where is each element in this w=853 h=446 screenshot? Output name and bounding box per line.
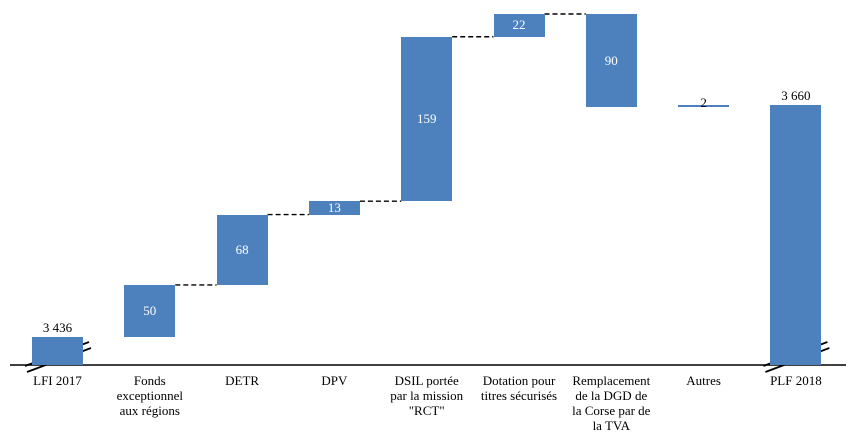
value-label-3: 13: [327, 199, 341, 215]
waterfall-bar-8: [770, 105, 822, 365]
value-label-4: 159: [416, 110, 437, 126]
category-label-2: DETR: [225, 373, 260, 388]
waterfall-bar-3: [308, 201, 360, 215]
category-label-3: DPV: [321, 373, 348, 388]
waterfall-bar-0: [32, 336, 83, 365]
category-label-6: Remplacement de la DGD de la Corse par d…: [572, 373, 651, 433]
waterfall-bar-2: [216, 214, 268, 285]
category-label-0: LFI 2017: [33, 373, 82, 388]
value-label-5: 22: [512, 17, 526, 33]
waterfall-bar-7: [678, 105, 730, 108]
category-label-4: DSIL portée par la mission "RCT": [390, 373, 464, 418]
value-label-8: 3 660: [781, 88, 811, 103]
waterfall-bar-5: [493, 14, 545, 37]
value-label-7: 2: [700, 95, 707, 110]
waterfall-bar-6: [585, 14, 637, 108]
category-label-5: Dotation pour titres sécurisés: [480, 373, 558, 403]
value-label-0: 3 436: [42, 319, 73, 335]
value-label-6: 90: [604, 52, 618, 68]
value-label-2: 68: [235, 241, 249, 257]
value-label-1: 50: [143, 302, 157, 318]
category-label-7: Autres: [686, 373, 721, 388]
waterfall-bar-1: [124, 284, 176, 337]
category-label-8: PLF 2018: [770, 373, 822, 388]
category-label-1: Fonds exceptionnel aux régions: [116, 373, 183, 418]
waterfall-bar-4: [401, 36, 453, 202]
